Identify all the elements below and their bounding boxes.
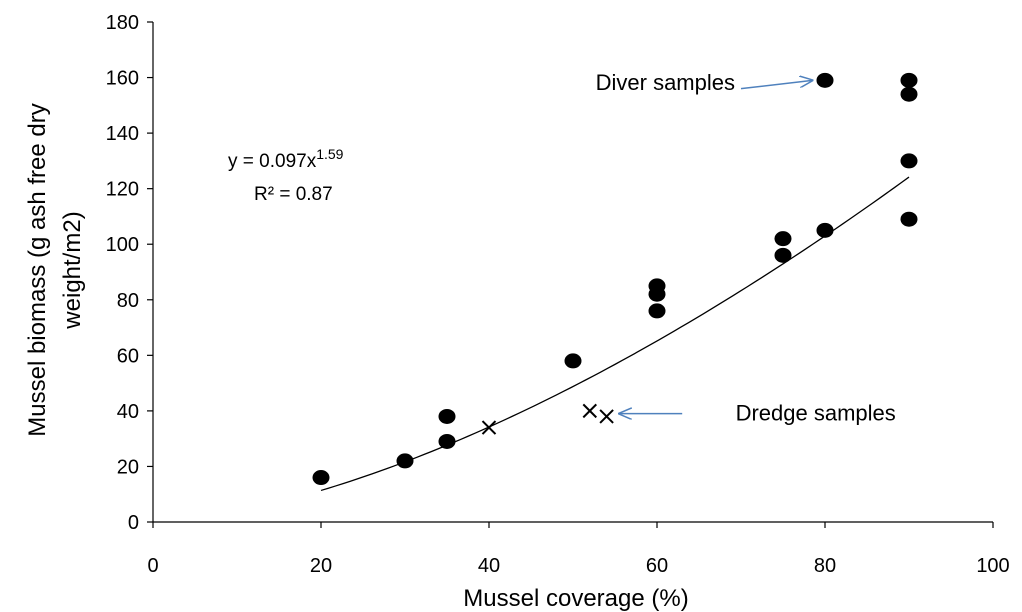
diver-sample-point: [312, 470, 330, 486]
diver-sample-point: [900, 86, 918, 102]
y-tick-label: 40: [117, 401, 139, 423]
x-tick-label: 40: [478, 555, 500, 577]
x-axis-title: Mussel coverage (%): [463, 585, 688, 612]
data-points: [312, 72, 918, 486]
y-tick-label: 180: [106, 12, 139, 34]
diver-sample-point: [648, 278, 666, 294]
diver-sample-point: [774, 247, 792, 263]
diver-sample-point: [648, 303, 666, 319]
trendline-r-squared: R² = 0.87: [254, 184, 333, 205]
annotations: Diver samples Dredge samples: [596, 70, 896, 426]
x-tick-label: 20: [310, 555, 332, 577]
y-tick-label: 20: [117, 456, 139, 478]
x-tick-label: 100: [976, 555, 1009, 577]
diver-sample-point: [396, 453, 414, 469]
diver-sample-point: [438, 408, 456, 424]
dredge-sample-point: [599, 409, 614, 424]
y-tick-label: 60: [117, 345, 139, 367]
diver-sample-point: [816, 72, 834, 88]
diver-sample-point: [900, 211, 918, 227]
diver-sample-point: [900, 153, 918, 169]
y-axis-title-line-1: Mussel biomass (g ash free dry: [24, 103, 51, 436]
diver-samples-label: Diver samples: [596, 70, 735, 95]
trendline-equation: y = 0.097x1.59: [228, 146, 344, 172]
tick-labels: 0 20 40 60 80 100 0 20 40 60 80 100 120 140 160 180: [106, 12, 1010, 577]
y-tick-label: 120: [106, 179, 139, 201]
dredge-samples-label: Dredge samples: [736, 400, 896, 425]
equation-exponent: 1.59: [316, 146, 343, 162]
x-tick-label: 80: [814, 555, 836, 577]
dredge-sample-point: [481, 420, 497, 435]
dredge-sample-point: [582, 403, 598, 419]
axes: [147, 21, 994, 528]
y-tick-label: 100: [106, 234, 139, 256]
diver-sample-point: [438, 433, 456, 449]
diver-sample-point: [816, 222, 834, 238]
equation-base: y = 0.097x: [228, 151, 317, 172]
y-tick-label: 140: [106, 123, 139, 145]
y-tick-label: 0: [128, 512, 139, 534]
x-tick-label: 60: [646, 555, 668, 577]
y-tick-label: 80: [117, 290, 139, 312]
y-axis-title-line-2: weight/m2): [59, 211, 86, 329]
trendline-layer: [320, 176, 910, 492]
y-tick-label: 160: [106, 68, 139, 90]
diver-sample-point: [774, 231, 792, 247]
diver-sample-point: [564, 353, 582, 369]
power-trendline: [320, 176, 910, 492]
diver-sample-point: [900, 72, 918, 88]
x-tick-label: 0: [147, 555, 158, 577]
diver-samples-arrow: [740, 80, 812, 90]
